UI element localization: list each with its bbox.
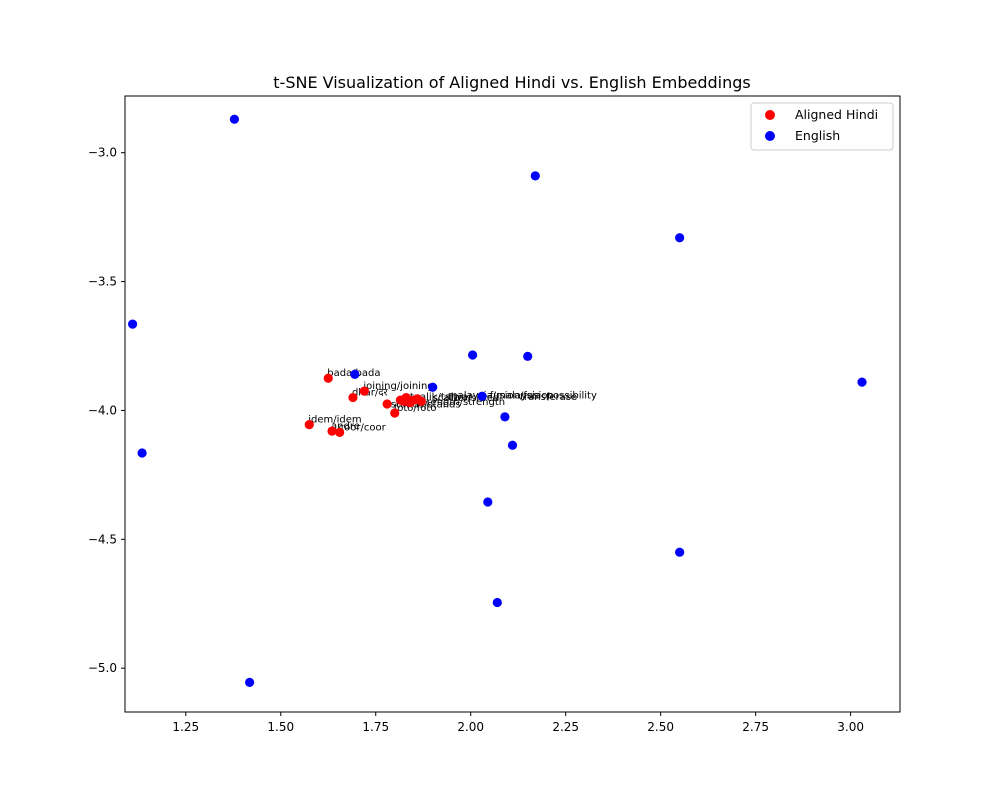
cluster-annotation: scatter/sitrea	[433, 393, 499, 404]
cluster-annotation: strength/strength	[418, 397, 506, 408]
english-point	[492, 597, 502, 608]
english-point	[530, 171, 540, 181]
point-label: joining/joining	[362, 381, 433, 392]
y-tick-label: −4.0	[88, 403, 117, 417]
x-tick-label: 3.00	[837, 720, 864, 734]
y-tick-label: −3.0	[88, 146, 117, 160]
cluster-annotation: fusion/fusion	[490, 391, 554, 402]
english-point	[507, 440, 518, 450]
legend-label-aligned-hindi: Aligned Hindi	[795, 107, 878, 122]
english-point	[523, 351, 533, 361]
english-point	[229, 114, 240, 124]
point-label: andre	[331, 421, 360, 432]
aligned-hindi-point	[390, 408, 400, 418]
x-tick-label: 1.50	[267, 720, 294, 734]
aligned-hindi-point	[304, 420, 314, 430]
legend-marker-english	[765, 131, 775, 141]
y-tick-label: −5.0	[88, 661, 117, 675]
english-point	[350, 369, 360, 379]
legend-box	[750, 102, 894, 151]
y-tick-label: −4.5	[88, 532, 117, 546]
cluster-annotation: taalik/talwar	[410, 392, 473, 403]
x-tick-label: 2.75	[742, 720, 769, 734]
english-point	[477, 391, 487, 401]
aligned-hindi-point	[323, 373, 333, 383]
legend-label-english: English	[795, 128, 840, 143]
point-label: dhar/दर	[352, 388, 389, 399]
aligned-hindi-point	[359, 386, 369, 396]
cluster-annotation: stands/stands	[391, 400, 461, 411]
aligned-hindi-point	[335, 427, 345, 437]
x-tick-label: 1.25	[172, 720, 199, 734]
aligned-hindi-point	[416, 396, 426, 407]
english-point	[675, 233, 685, 243]
x-tick-label: 2.00	[457, 720, 484, 734]
english-point	[468, 350, 478, 360]
x-axis: 1.25 1.50 1.75 2.00 2.25 2.50 2.75 3.00	[172, 712, 864, 734]
aligned-hindi-point	[327, 426, 337, 436]
point-label: idem/idem	[308, 415, 361, 426]
english-point	[675, 547, 685, 557]
aligned-hindi-point	[382, 399, 392, 409]
point-label: coor/coor	[339, 422, 387, 433]
cluster-annotation: transferase	[520, 392, 577, 403]
x-tick-label: 1.75	[362, 720, 389, 734]
x-tick-label: 2.25	[552, 720, 579, 734]
point-label: foto/foto	[394, 403, 437, 414]
english-point	[500, 412, 510, 422]
english-point	[127, 319, 138, 329]
english-point	[857, 377, 867, 387]
x-tick-label: 2.50	[647, 720, 674, 734]
cluster-annotation: possibility	[547, 391, 597, 402]
y-axis: −3.0 −3.5 −4.0 −4.5 −5.0	[88, 146, 125, 675]
cluster-annotation: malaysia/malaysia	[448, 391, 541, 402]
english-point	[428, 382, 438, 392]
english-point	[245, 677, 255, 687]
legend-marker-aligned-hindi	[765, 110, 775, 120]
data-points	[127, 114, 867, 687]
plot-area-frame	[124, 95, 901, 713]
english-point	[137, 448, 147, 458]
legend: Aligned Hindi English	[750, 102, 894, 151]
aligned-hindi-point	[348, 392, 358, 403]
english-point	[483, 497, 493, 507]
chart-title: t-SNE Visualization of Aligned Hindi vs.…	[273, 73, 750, 92]
y-tick-label: −3.5	[88, 275, 117, 289]
